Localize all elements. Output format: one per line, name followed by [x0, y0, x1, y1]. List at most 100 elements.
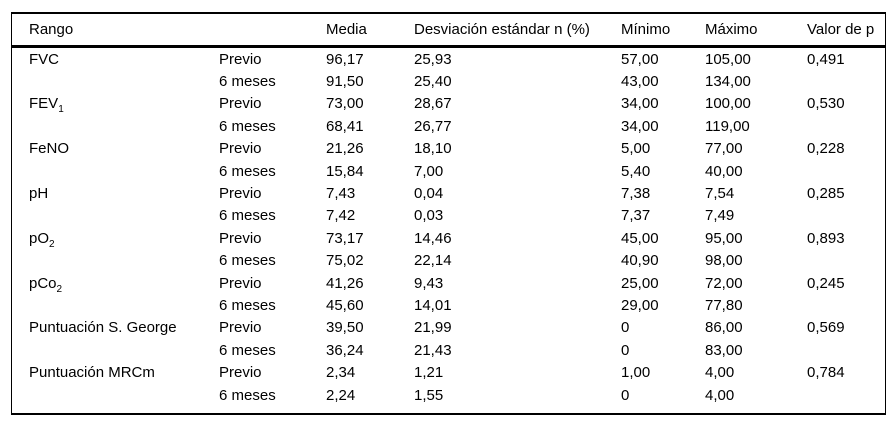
col-header-desviacion: Desviación estándar n (%)	[397, 14, 604, 48]
cell-valor-p	[790, 70, 885, 92]
cell-media: 41,26	[326, 274, 364, 292]
cell-maximo: 98,00	[705, 252, 743, 270]
cell-desviacion: 21,43	[414, 341, 452, 359]
cell-periodo: Previo	[219, 274, 262, 292]
cell-valor-p	[790, 384, 885, 406]
cell-media: 39,50	[326, 319, 364, 337]
cell-desviacion: 7,00	[414, 162, 444, 180]
cell-minimo: 25,00	[621, 274, 659, 292]
cell-desviacion: 26,77	[414, 117, 452, 135]
cell-media: 2,34	[326, 364, 356, 382]
cell-desviacion: 1,21	[414, 364, 444, 382]
cell-maximo: 83,00	[705, 341, 743, 359]
cell-media: 75,02	[326, 252, 364, 270]
cell-desviacion: 28,67	[414, 95, 452, 113]
table-row: FeNO Previo 21,26 18,10 5,00 77,00 0,228	[12, 138, 885, 160]
cell-valor-p: 0,228	[807, 140, 845, 158]
cell-minimo: 0	[621, 319, 630, 337]
cell-periodo: 6 meses	[219, 386, 276, 404]
table-row: Puntuación MRCm Previo 2,34 1,21 1,00 4,00 0,7…	[12, 361, 885, 383]
cell-valor-p	[790, 294, 885, 316]
cell-media: 7,42	[326, 207, 356, 225]
cell-rango: Puntuación S. George	[29, 319, 177, 337]
cell-minimo: 57,00	[621, 50, 659, 68]
cell-valor-p: 0,285	[807, 185, 845, 203]
table-row: 6 meses 15,84 7,00 5,40 40,00	[12, 160, 885, 182]
cell-minimo: 45,00	[621, 229, 659, 247]
cell-maximo: 95,00	[705, 229, 743, 247]
table-row: pO2 Previo 73,17 14,46 45,00 95,00 0,893	[12, 227, 885, 250]
cell-maximo: 119,00	[705, 117, 750, 135]
cell-minimo: 5,00	[621, 140, 651, 158]
cell-minimo: 7,38	[621, 185, 651, 203]
subscript: 2	[56, 283, 63, 295]
cell-rango: pO2	[29, 229, 55, 250]
cell-minimo: 5,40	[621, 162, 651, 180]
cell-rango	[12, 384, 202, 406]
cell-valor-p: 0,893	[807, 229, 845, 247]
cell-rango: Puntuación MRCm	[29, 364, 155, 382]
cell-rango: pCo2	[29, 274, 63, 295]
cell-media: 2,24	[326, 386, 356, 404]
cell-minimo: 29,00	[621, 296, 659, 314]
cell-rango	[12, 115, 202, 137]
col-header-valor-p: Valor de p	[790, 14, 885, 48]
table-row: 6 meses 45,60 14,01 29,00 77,80	[12, 294, 885, 316]
cell-rango	[12, 250, 202, 272]
table-row: 6 meses 68,41 26,77 34,00 119,00	[12, 115, 885, 137]
cell-periodo: Previo	[219, 140, 262, 158]
cell-rango	[12, 70, 202, 92]
cell-maximo: 7,54	[705, 185, 735, 203]
col-header-minimo: Mínimo	[604, 14, 688, 48]
cell-periodo: 6 meses	[219, 341, 276, 359]
cell-valor-p: 0,569	[807, 319, 845, 337]
cell-valor-p	[790, 339, 885, 361]
cell-media: 21,26	[326, 140, 364, 158]
table-row: 6 meses 75,02 22,14 40,90 98,00	[12, 250, 885, 272]
cell-minimo: 0	[621, 341, 630, 359]
cell-valor-p	[790, 250, 885, 272]
col-header-media: Media	[309, 14, 397, 48]
cell-rango: pH	[29, 185, 49, 203]
cell-periodo: Previo	[219, 50, 262, 68]
cell-periodo: Previo	[219, 185, 262, 203]
cell-minimo: 7,37	[621, 207, 651, 225]
cell-periodo: Previo	[219, 95, 262, 113]
cell-rango: FEV1	[29, 95, 64, 116]
cell-desviacion: 21,99	[414, 319, 452, 337]
cell-periodo: 6 meses	[219, 252, 276, 270]
cell-desviacion: 25,40	[414, 73, 452, 91]
cell-maximo: 4,00	[705, 364, 735, 382]
cell-maximo: 100,00	[705, 95, 751, 113]
table-header: Rango Media Desviación estándar n (%) Mí…	[12, 14, 885, 48]
table-row: 6 meses 2,24 1,55 0 4,00	[12, 384, 885, 406]
cell-valor-p: 0,491	[807, 50, 845, 68]
table-row: 6 meses 36,24 21,43 0 83,00	[12, 339, 885, 361]
cell-valor-p	[790, 115, 885, 137]
table-row: FVC Previo 96,17 25,93 57,00 105,00 0,491	[12, 47, 885, 71]
table-row: FEV1 Previo 73,00 28,67 34,00 100,00 0,530	[12, 93, 885, 115]
cell-desviacion: 0,04	[414, 185, 444, 203]
cell-rango: FVC	[29, 50, 59, 68]
cell-periodo: 6 meses	[219, 162, 276, 180]
cell-rango	[12, 339, 202, 361]
cell-media: 36,24	[326, 341, 364, 359]
cell-periodo: 6 meses	[219, 73, 276, 91]
table-body: FVC Previo 96,17 25,93 57,00 105,00 0,491 6 mes…	[12, 47, 885, 407]
cell-valor-p: 0,784	[807, 364, 845, 382]
cell-rango: FeNO	[29, 140, 70, 158]
cell-valor-p	[790, 160, 885, 182]
cell-maximo: 77,00	[705, 140, 743, 158]
cell-rango	[12, 205, 202, 227]
cell-minimo: 34,00	[621, 117, 659, 135]
cell-periodo: Previo	[219, 364, 262, 382]
table-row: 6 meses 7,42 0,03 7,37 7,49	[12, 205, 885, 227]
cell-media: 7,43	[326, 185, 356, 203]
table-row: Puntuación S. George Previo 39,50 21,99 0 86,…	[12, 317, 885, 339]
col-header-maximo: Máximo	[688, 14, 790, 48]
header-row: Rango Media Desviación estándar n (%) Mí…	[12, 14, 885, 48]
cell-maximo: 134,00	[705, 73, 751, 91]
cell-desviacion: 0,03	[414, 207, 444, 225]
cell-valor-p	[790, 205, 885, 227]
subscript: 1	[58, 104, 64, 116]
